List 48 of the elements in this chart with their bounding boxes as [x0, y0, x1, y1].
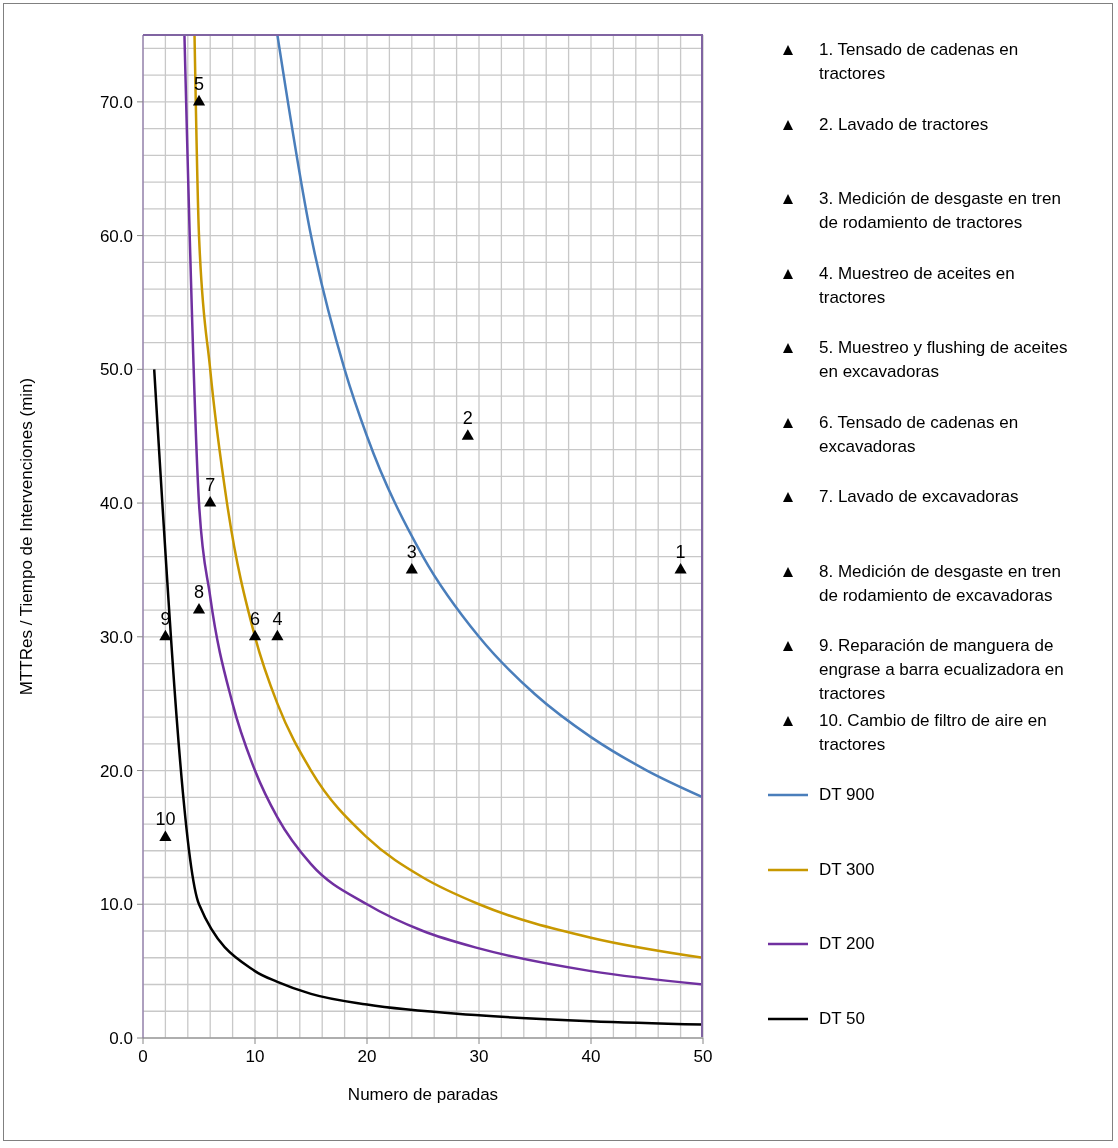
annotation: 6 [249, 608, 261, 629]
legend-label: 7. Lavado de excavadoras [819, 486, 1020, 508]
x-tick-label: 30 [469, 1047, 489, 1066]
x-tick-label: 10 [245, 1047, 265, 1066]
legend-label: 1. Tensado de cadenas en tractores [819, 39, 1020, 85]
annotation: 7 [205, 475, 216, 496]
legend-label: 4. Muestreo de aceites en tractores [819, 262, 1016, 309]
legend-label: DT 200 [819, 933, 876, 955]
annotation: 4 [272, 608, 283, 629]
legend-label: 9. Reparación de manguera de engrase a barra ecualizadora en tractores [819, 635, 1065, 705]
y-tick-label: 40.0 [99, 494, 133, 514]
point [461, 429, 474, 440]
point [192, 94, 206, 106]
annotation: 2 [462, 408, 473, 429]
annotation: 3 [406, 541, 417, 562]
point [405, 562, 418, 574]
y-tick-label: 30.0 [99, 627, 133, 647]
x-tick-label: 20 [357, 1047, 377, 1066]
legend-label: DT 300 [819, 858, 876, 881]
annotation: 1 [675, 541, 686, 562]
point [192, 603, 206, 614]
legend-label: 2. Lavado de tractores [819, 113, 990, 136]
x-axis-title: Numero de paradas [347, 1085, 499, 1104]
point [271, 629, 284, 641]
legend-label: DT 50 [819, 1007, 866, 1030]
y-axis-title: MTTRes / Tiempo de Intervenciones (min) [17, 377, 37, 696]
legend-label: 5. Muestreo y flushing de aceites en excavadoras [819, 337, 1069, 383]
legend-label: 8. Medición de desgaste en tren de rodamiento de excavadoras [819, 560, 1062, 607]
x-tick-label: 50 [693, 1047, 713, 1066]
legend-label: 6. Tensado de cadenas en excavadoras [819, 411, 1020, 458]
y-tick-label: 10.0 [99, 895, 133, 915]
y-tick-label: 70.0 [99, 92, 133, 112]
point [674, 562, 687, 574]
y-tick-label: 20.0 [99, 761, 133, 781]
point [248, 629, 262, 641]
y-tick-label: 60.0 [99, 226, 133, 246]
legend-label: 3. Medición de desgaste en tren de rodamiento de tractores [819, 188, 1062, 234]
x-tick-label: 40 [581, 1047, 601, 1066]
annotation: 10 [155, 809, 176, 830]
point [159, 830, 172, 841]
point [204, 496, 217, 507]
legend-label: 10. Cambio de filtro de aire en tractores [819, 709, 1048, 756]
annotation: 8 [193, 582, 205, 603]
y-tick-label: 0.0 [109, 1029, 133, 1048]
legend-label: DT 900 [819, 784, 876, 806]
y-tick-label: 50.0 [99, 360, 133, 380]
line-series [152, 368, 703, 1026]
x-tick-label: 0 [138, 1047, 148, 1066]
